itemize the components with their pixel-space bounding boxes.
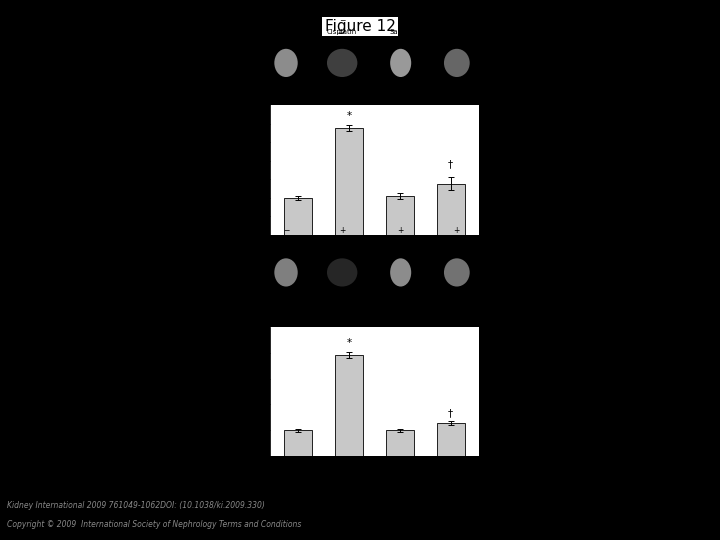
Text: −: − — [283, 16, 289, 25]
Text: −: − — [397, 466, 403, 475]
Text: −: − — [283, 226, 289, 235]
Ellipse shape — [390, 258, 411, 287]
Bar — [437, 184, 465, 235]
Text: Testosterone: Testosterone — [222, 466, 266, 472]
Text: †: † — [449, 408, 454, 418]
Ellipse shape — [274, 258, 298, 287]
Text: †: † — [449, 159, 454, 169]
Bar — [335, 355, 363, 456]
Text: Testosterone: Testosterone — [208, 19, 252, 25]
Text: WT-WT: WT-WT — [337, 462, 361, 468]
Text: MT-Tg: MT-Tg — [441, 462, 461, 468]
Text: Sham: Sham — [390, 462, 410, 468]
Bar — [284, 430, 312, 456]
Text: +: + — [454, 16, 460, 25]
Text: Saline: Saline — [287, 240, 309, 246]
Y-axis label: Relative amount of renal 4HE: Relative amount of renal 4HE — [251, 340, 258, 443]
Text: Cisplatin: Cisplatin — [436, 240, 466, 246]
Text: −: − — [346, 245, 352, 254]
Text: +: + — [454, 226, 460, 235]
Text: Saline: Saline — [390, 29, 411, 35]
Text: Cisplatin: Cisplatin — [334, 240, 364, 246]
Text: +: + — [294, 466, 301, 475]
Text: +: + — [397, 16, 404, 25]
Text: Cisplatin: Cisplatin — [327, 29, 357, 35]
Text: Testosterone: Testosterone — [222, 245, 266, 251]
Text: Sham: Sham — [288, 462, 308, 468]
Text: Saline: Saline — [390, 240, 410, 246]
Ellipse shape — [327, 258, 357, 287]
Text: Sham: Sham — [391, 238, 410, 244]
Text: Sham: Sham — [276, 238, 296, 244]
Text: +: + — [397, 245, 403, 254]
Text: +: + — [397, 226, 404, 235]
Ellipse shape — [444, 49, 469, 77]
Bar — [284, 198, 312, 235]
Text: +: + — [339, 226, 346, 235]
Text: Copyright © 2009  International Society of Nephrology Terms and Conditions: Copyright © 2009 International Society o… — [7, 520, 302, 529]
Text: a: a — [240, 11, 247, 21]
Text: Cisplatin: Cisplatin — [441, 29, 472, 35]
Text: Testosterone: Testosterone — [208, 229, 252, 235]
Bar — [335, 129, 363, 235]
Bar — [437, 423, 465, 456]
Bar — [386, 430, 414, 456]
Text: Saline: Saline — [275, 29, 297, 35]
Bar — [386, 196, 414, 235]
Ellipse shape — [327, 49, 357, 77]
Text: *: * — [346, 338, 351, 348]
Text: +: + — [346, 466, 352, 475]
Ellipse shape — [390, 49, 411, 77]
Ellipse shape — [274, 49, 298, 77]
Y-axis label: Relative amount of renal 4HE: Relative amount of renal 4HE — [244, 119, 251, 221]
Text: Figure 12: Figure 12 — [325, 19, 395, 34]
Text: −: − — [339, 16, 346, 25]
Text: Kidney International 2009 761049-1062DOI: (10.1038/ki.2009.330): Kidney International 2009 761049-1062DOI… — [7, 501, 265, 510]
Text: *: * — [346, 111, 351, 121]
Text: −: − — [294, 245, 301, 254]
Text: b: b — [240, 220, 247, 231]
Text: +: + — [448, 245, 454, 254]
Ellipse shape — [444, 258, 469, 287]
Text: UR WT: UR WT — [330, 238, 354, 244]
Text: HR Tg: HR Tg — [446, 238, 467, 244]
Text: +: + — [448, 466, 454, 475]
